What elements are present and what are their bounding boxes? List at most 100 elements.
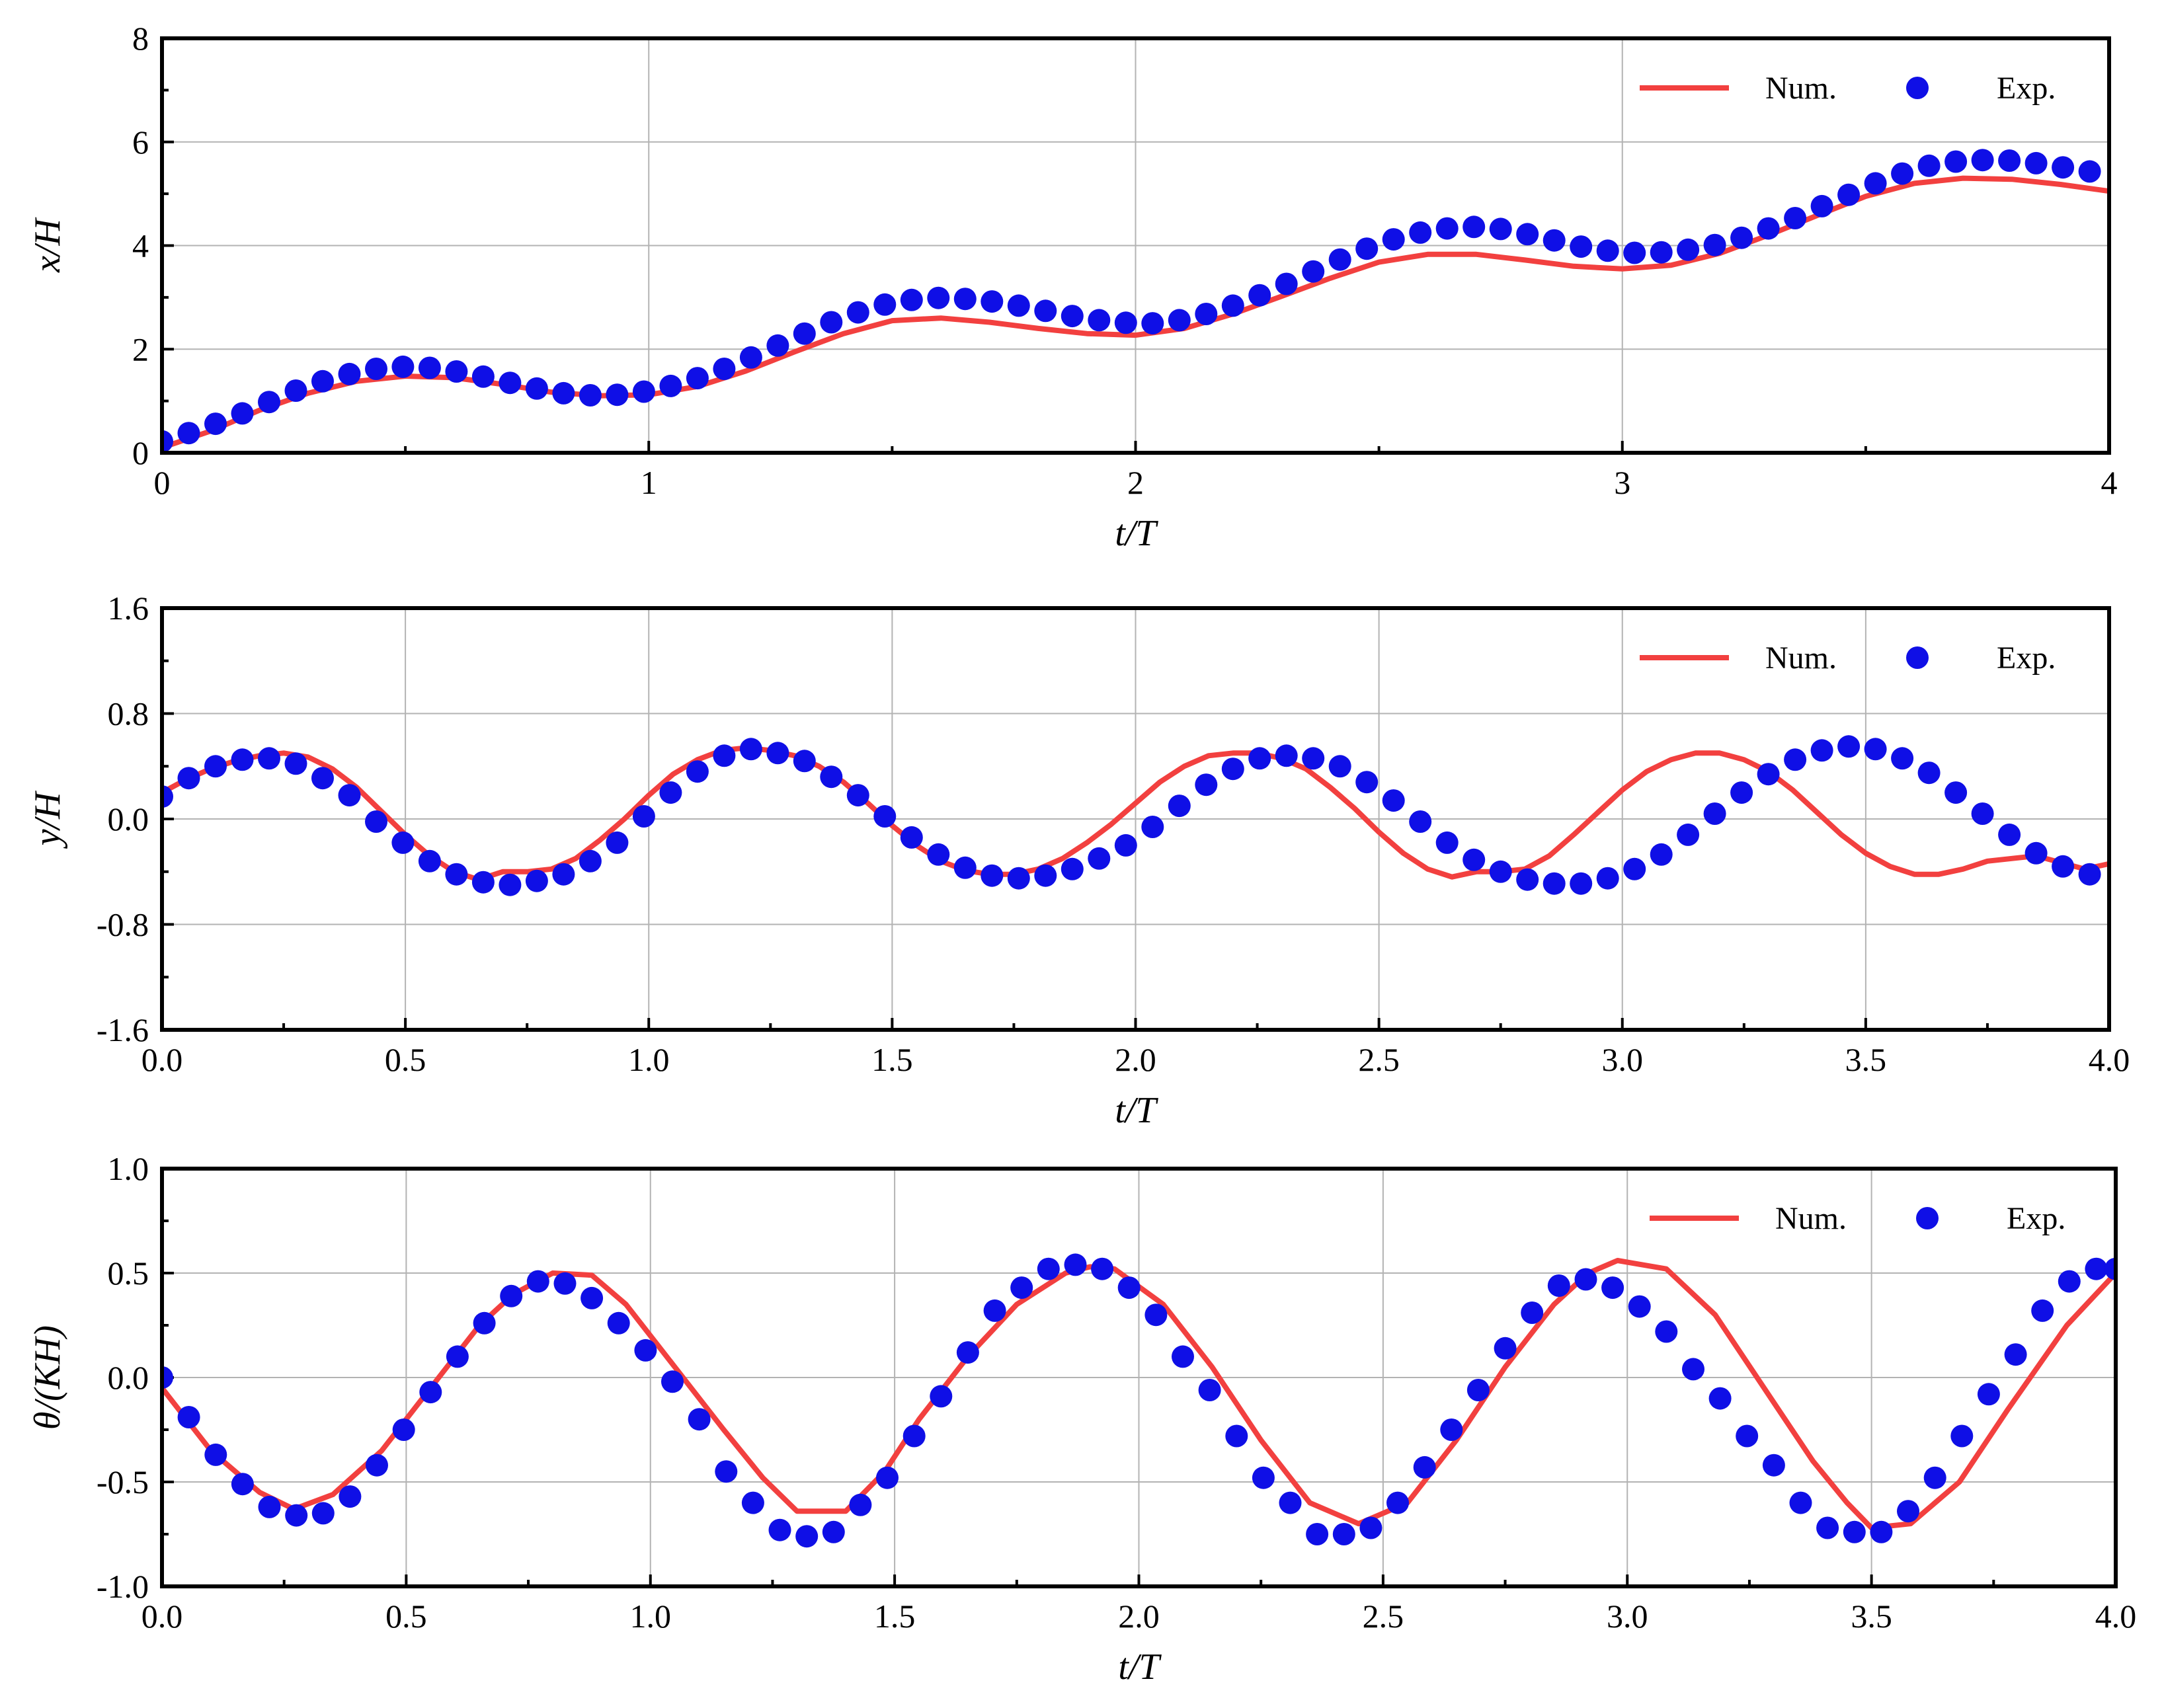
series-exp-point [873,805,897,828]
x-tick-label: 3.5 [1845,1041,1887,1078]
legend-num-label: Num. [1765,71,1837,106]
y-tick-label: 0 [132,434,149,471]
y-tick-label: 1.0 [108,1150,149,1187]
series-exp-point [1248,284,1271,307]
x-axis-label: t/T [1115,513,1158,554]
legend-exp-label: Exp. [1997,640,2056,676]
series-exp-point [1221,294,1244,317]
y-tick-label: 0.0 [108,800,149,837]
x-tick-label: 1.5 [871,1041,913,1078]
series-exp-point [1682,1358,1704,1381]
y-tick-label: 0.5 [108,1255,149,1292]
series-exp-point [1034,864,1057,887]
series-exp-point [661,1370,684,1393]
series-exp-point [1837,735,1861,758]
series-exp-point [739,738,762,761]
x-axis-label: t/T [1115,1090,1158,1131]
series-exp-point [391,355,415,378]
series-exp-point [231,402,254,425]
series-exp-point [1463,848,1486,871]
legend-exp-label: Exp. [1997,71,2056,106]
series-exp-point [338,784,361,807]
series-exp-point [419,1381,442,1404]
series-exp-point [715,1460,738,1483]
series-exp-point [445,360,468,383]
series-exp-point [1221,757,1244,781]
series-exp-point [1601,1276,1624,1300]
series-exp-point [1037,1257,1060,1280]
series-exp-point [1117,1276,1141,1300]
series-exp-point [1010,1276,1033,1300]
series-exp-point [739,346,762,369]
series-exp-point [1279,1491,1302,1514]
series-exp-point [339,1485,362,1508]
series-exp-point [1864,738,1887,761]
series-exp-point [1944,781,1968,804]
series-exp-point [686,760,709,783]
plot-frame [160,606,2111,1032]
series-exp-point [1623,857,1646,880]
series-exp-point [579,384,602,407]
x-tick-label: 3.5 [1851,1598,1892,1635]
series-exp-point [1328,248,1351,271]
series-exp-point [2052,156,2075,179]
series-exp-point [499,371,522,395]
series-exp-point [741,1491,764,1514]
series-exp-point [1088,847,1111,870]
series-exp-point [177,422,200,445]
series-exp-point [1596,867,1619,890]
series-exp-point [1810,739,1833,762]
series-exp-point [162,430,173,453]
series-exp-point [1355,771,1379,794]
series-exp-point [1275,272,1298,295]
series-exp-point [204,755,227,778]
series-exp-point [1141,816,1164,838]
series-exp-point [1198,1379,1221,1401]
series-exp-point [1864,172,1887,195]
series-exp-point [606,831,629,854]
series-exp-point [632,805,655,828]
series-exp-point [1007,867,1030,890]
series-exp-point [525,377,548,400]
series-exp-point [579,849,602,873]
series-exp-point [231,1473,254,1496]
x-tick-label: 1 [641,464,657,501]
series-exp-point [1998,149,2021,172]
y-tick-label: 0.0 [108,1359,149,1396]
series-exp-point [1061,857,1084,880]
x-tick-label: 1.0 [630,1598,672,1635]
series-exp-point [900,826,923,849]
series-exp-point [1382,789,1405,812]
series-exp-point [500,1284,523,1307]
legend-exp-label: Exp. [2007,1201,2065,1236]
series-exp-point [1971,149,1994,172]
x-tick-label: 0.0 [141,1598,183,1635]
x-tick-label: 0 [154,464,171,501]
series-exp-point [258,747,280,770]
series-exp-point [1570,872,1593,895]
series-exp-point [1248,747,1271,770]
series-exp-point [1570,235,1593,258]
plot-area [162,735,2109,896]
series-exp-point [713,744,736,767]
series-exp-point [822,1520,845,1543]
series-exp-point [686,367,709,390]
series-exp-point [634,1339,657,1362]
series-exp-point [525,869,548,892]
x-tick-label: 2 [1127,464,1144,501]
series-exp-point [1971,802,1994,825]
x-tick-label: 0.5 [385,1041,426,1078]
series-exp-point [311,369,334,393]
series-exp-point [606,383,629,407]
plot-area [162,1253,2116,1548]
series-exp-point [902,1424,926,1448]
series-exp-point [2104,1257,2116,1280]
series-exp-point [1736,1424,1759,1448]
series-exp-point [632,380,655,403]
series-exp-point [1435,831,1459,854]
series-exp-point [953,856,977,879]
series-exp-point [2024,151,2048,175]
series-exp-point [1302,260,1325,283]
series-exp-point [2085,1257,2108,1280]
